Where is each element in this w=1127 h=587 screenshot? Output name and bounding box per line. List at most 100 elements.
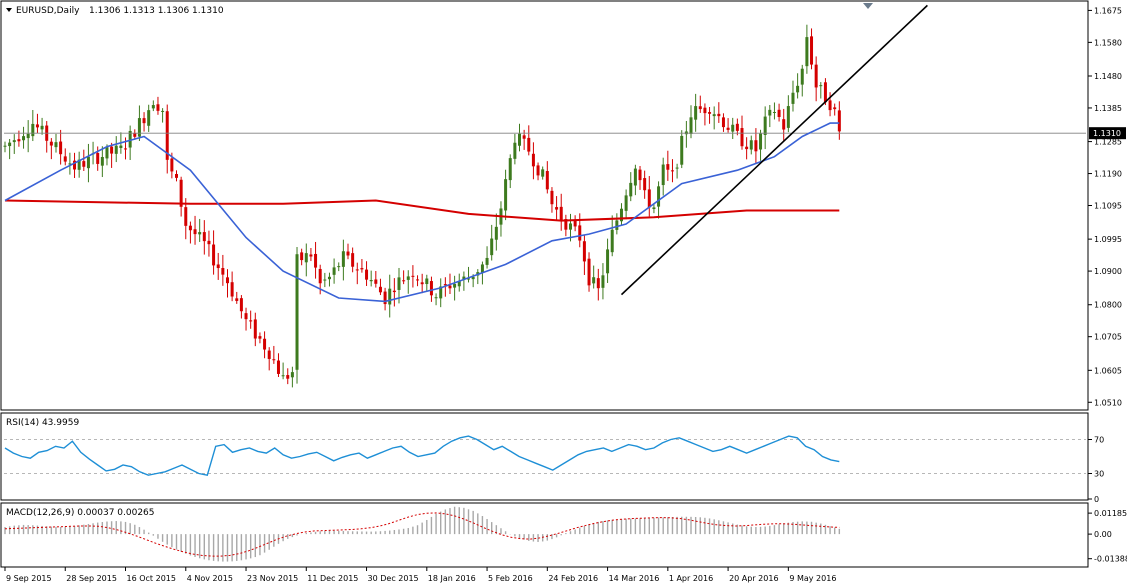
candle-body <box>745 146 749 150</box>
candle-body <box>397 277 401 290</box>
time-tick-label: 1 Apr 2016 <box>669 574 713 583</box>
candle-body <box>670 170 674 172</box>
time-tick-label: 5 Feb 2016 <box>488 574 533 583</box>
candle-body <box>726 127 730 130</box>
candle-body <box>814 64 818 88</box>
candle-body <box>346 251 350 256</box>
candle-body <box>374 279 378 284</box>
candle-body <box>439 286 443 299</box>
time-tick-label: 30 Dec 2015 <box>368 574 419 583</box>
candle-body <box>26 133 30 139</box>
candle-body <box>202 232 206 242</box>
last-price-tag-label: 1.1310 <box>1093 129 1121 138</box>
candle-body <box>434 297 438 299</box>
time-tick-label: 11 Dec 2015 <box>307 574 358 583</box>
candle-body <box>504 179 508 211</box>
macd-signal-line <box>4 512 840 557</box>
candle-body <box>550 190 554 205</box>
chart-shift-marker-icon[interactable] <box>863 3 873 9</box>
chart-menu-arrow-icon[interactable] <box>6 8 12 12</box>
candle-body <box>59 141 63 155</box>
candle-body <box>837 110 841 132</box>
price-tick-label: 1.1190 <box>1094 170 1122 179</box>
candle-body <box>54 142 58 148</box>
candle-body <box>35 124 39 128</box>
candle-body <box>680 135 684 165</box>
candle-body <box>314 253 318 268</box>
price-tick-label: 1.1480 <box>1094 72 1122 81</box>
candle-body <box>253 319 257 339</box>
candle-body <box>522 135 526 139</box>
candle-body <box>355 269 359 271</box>
candle-body <box>300 252 304 261</box>
candle-body <box>114 145 118 154</box>
rsi-title: RSI(14) 43.9959 <box>6 418 79 428</box>
candle-body <box>768 109 772 116</box>
candle-body <box>12 140 16 143</box>
macd-series <box>4 506 841 562</box>
candle-body <box>587 258 591 286</box>
candle-body <box>105 147 109 159</box>
candle-body <box>249 320 253 322</box>
candle-body <box>708 112 712 114</box>
candle-body <box>754 140 758 152</box>
candle-body <box>17 139 21 142</box>
candle-body <box>179 179 183 207</box>
time-tick-label: 23 Nov 2015 <box>247 574 298 583</box>
candle-body <box>735 123 739 131</box>
macd-title: MACD(12,26,9) 0.00037 0.00265 <box>6 508 155 518</box>
candle-body <box>327 276 331 280</box>
candle-body <box>624 195 628 211</box>
candle-body <box>244 313 248 320</box>
candle-body <box>643 178 647 191</box>
candle-body <box>3 145 7 147</box>
candle-body <box>323 279 327 281</box>
price-series <box>3 4 1086 388</box>
candle-body <box>383 291 387 305</box>
axes: 1.1675 1.1580 1.1480 1.1385 1.1285 1.1190 1.10… <box>4 6 1127 583</box>
candle-body <box>429 281 433 296</box>
candle-body <box>819 85 823 87</box>
candle-body <box>763 116 767 135</box>
candle-body <box>369 280 373 282</box>
price-tick-label: 1.0995 <box>1094 235 1122 244</box>
price-tick-label: 1.1095 <box>1094 202 1122 211</box>
candle-body <box>800 68 804 85</box>
candle-body <box>443 284 447 286</box>
candle-body <box>165 111 169 160</box>
candle-body <box>592 277 596 284</box>
candle-body <box>541 169 545 177</box>
candle-body <box>633 168 637 186</box>
candle-body <box>151 105 155 109</box>
time-tick-label: 9 Sep 2015 <box>6 574 52 583</box>
candle-body <box>22 136 26 141</box>
candle-body <box>295 254 299 370</box>
candle-body <box>216 264 220 269</box>
candle-body <box>782 119 786 130</box>
candle-body <box>425 278 429 285</box>
candle-body <box>694 106 698 120</box>
candle-body <box>485 257 489 265</box>
candle-body <box>235 298 239 301</box>
time-tick-label: 28 Sep 2015 <box>66 574 117 583</box>
rsi-panel-frame <box>0 412 1089 501</box>
rsi-line <box>4 435 840 477</box>
price-tick-label: 1.1385 <box>1094 104 1122 113</box>
candle-body <box>193 229 197 235</box>
candle-body <box>712 114 716 117</box>
candle-body <box>791 92 795 104</box>
candle-body <box>388 288 392 305</box>
candle-body <box>82 161 86 167</box>
candle-body <box>221 268 225 275</box>
candle-body <box>448 285 452 289</box>
candle-body <box>272 359 276 361</box>
candle-body <box>128 130 132 148</box>
candle-body <box>661 164 665 186</box>
candle-body <box>110 146 114 154</box>
ohlc-label: 1.1306 1.1313 1.1306 1.1310 <box>89 6 224 16</box>
candle-body <box>40 125 44 130</box>
candle-body <box>749 140 753 150</box>
candle-body <box>721 117 725 128</box>
candle-body <box>573 220 577 227</box>
